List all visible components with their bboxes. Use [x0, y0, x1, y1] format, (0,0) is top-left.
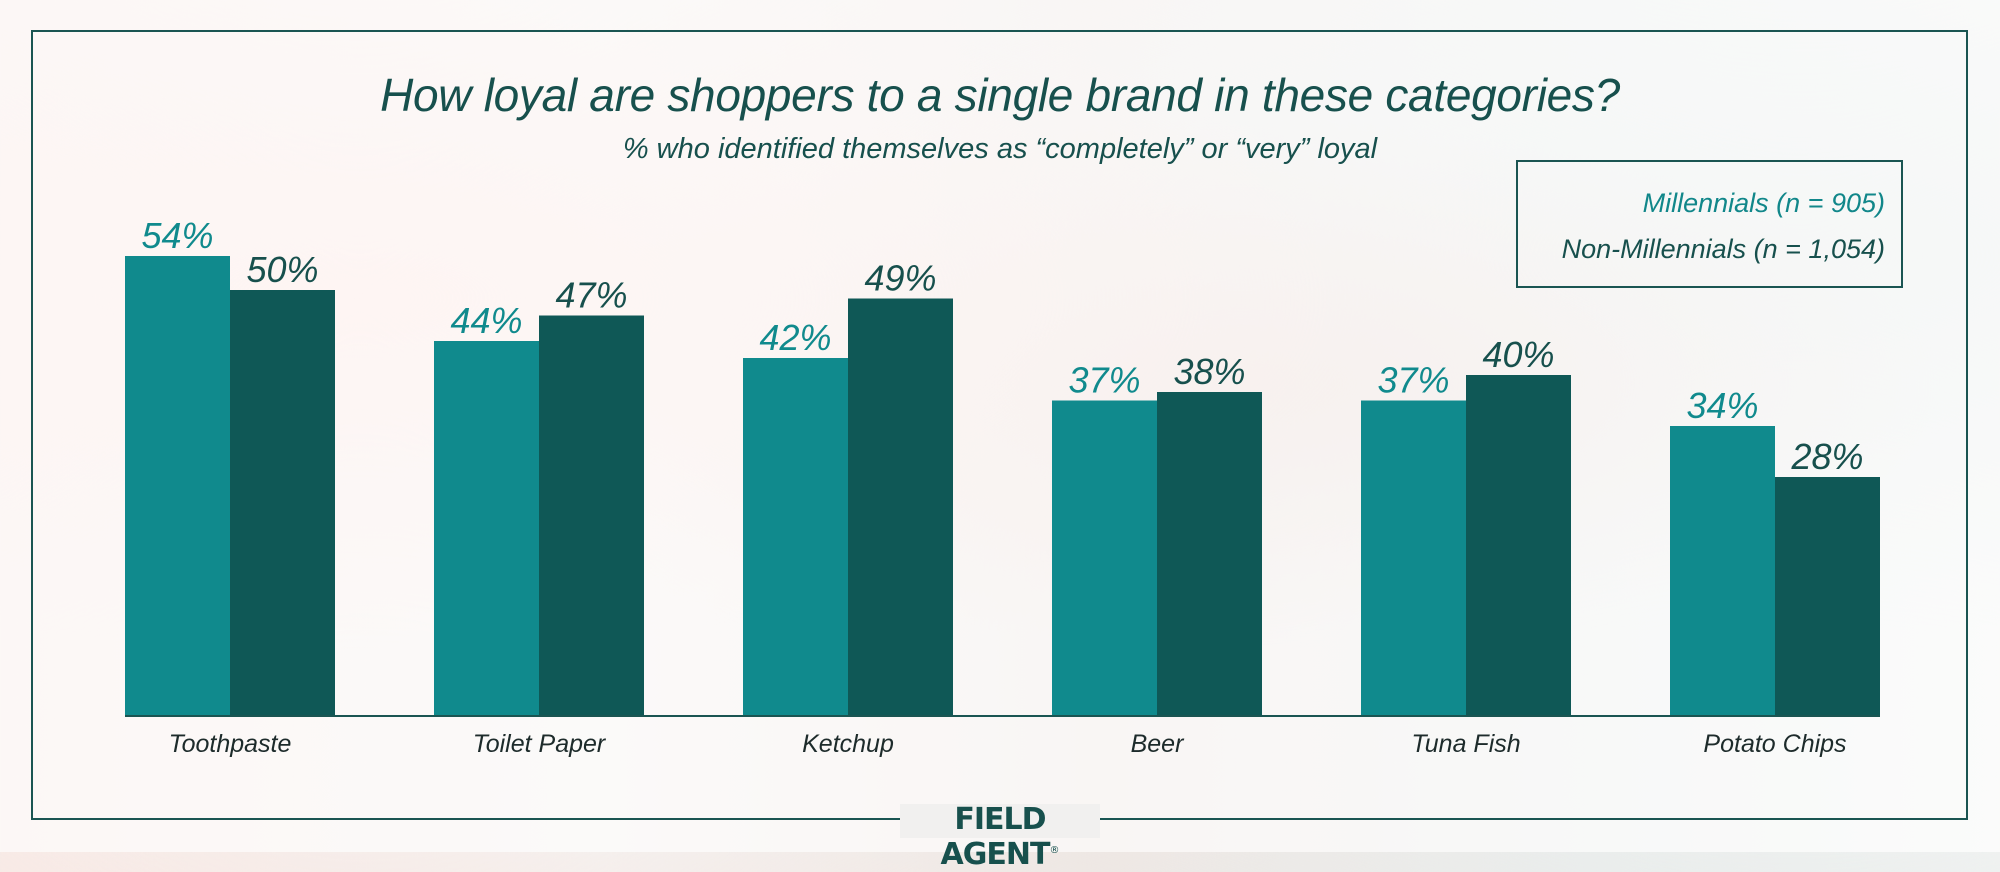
- bar-potato-chips-non-millennials: [1775, 477, 1880, 715]
- data-label: 38%: [1173, 351, 1245, 392]
- bar-toothpaste-non-millennials: [230, 290, 335, 715]
- legend: Millennials (n = 905) Non-Millennials (n…: [1516, 160, 1903, 288]
- category-label: Toothpaste: [169, 730, 292, 758]
- footer-logo-backdrop: [900, 804, 1100, 838]
- legend-item-millennials: Millennials (n = 905): [1642, 187, 1885, 218]
- bar-tuna-fish-millennials: [1361, 400, 1466, 715]
- data-label: 40%: [1482, 334, 1554, 375]
- chart-title: How loyal are shoppers to a single brand…: [380, 69, 1620, 121]
- data-label: 37%: [1377, 360, 1449, 401]
- chart-subtitle: % who identified themselves as “complete…: [622, 133, 1378, 165]
- bar-ketchup-millennials: [743, 358, 848, 715]
- data-label: 34%: [1686, 385, 1758, 426]
- category-label: Toilet Paper: [473, 730, 607, 758]
- category-label: Potato Chips: [1703, 730, 1846, 758]
- bar-toothpaste-millennials: [125, 256, 230, 715]
- bar-toilet-paper-millennials: [434, 341, 539, 715]
- registered-mark: ®: [1049, 845, 1060, 856]
- category-label: Ketchup: [802, 730, 894, 758]
- bar-potato-chips-millennials: [1670, 426, 1775, 715]
- category-label: Beer: [1131, 730, 1185, 758]
- data-label: 47%: [555, 275, 627, 316]
- data-label: 49%: [864, 258, 936, 299]
- data-label: 28%: [1790, 436, 1863, 477]
- bar-toilet-paper-non-millennials: [539, 315, 644, 715]
- bar-beer-non-millennials: [1157, 392, 1262, 715]
- data-label: 50%: [246, 249, 318, 290]
- data-label: 54%: [141, 215, 213, 256]
- logo-text: FIELD AGENT: [940, 802, 1051, 872]
- bar-beer-millennials: [1052, 400, 1157, 715]
- bar-ketchup-non-millennials: [848, 298, 953, 715]
- field-agent-logo: FIELD AGENT®: [900, 802, 1100, 872]
- legend-item-non-millennials: Non-Millennials (n = 1,054): [1561, 233, 1885, 264]
- data-label: 42%: [759, 317, 831, 358]
- data-label: 44%: [450, 300, 522, 341]
- category-label: Tuna Fish: [1411, 730, 1520, 758]
- bar-chart: 54% 50% Toothpaste 44% 47% Toilet Paper 42% 49%…: [125, 215, 1880, 758]
- bar-tuna-fish-non-millennials: [1466, 375, 1571, 715]
- data-label: 37%: [1068, 360, 1140, 401]
